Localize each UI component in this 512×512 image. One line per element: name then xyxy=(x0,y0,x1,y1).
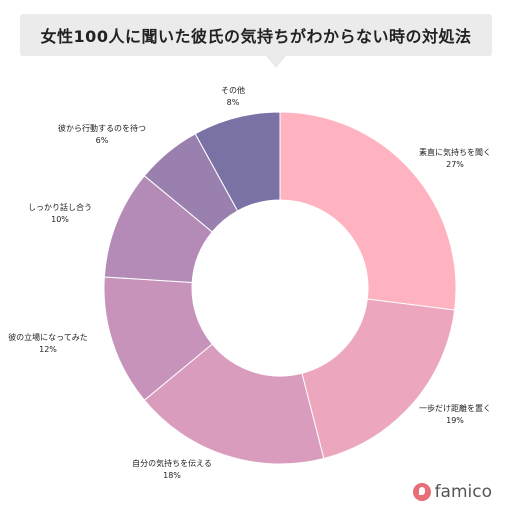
slice-label: 素直に気持ちを聞く xyxy=(419,147,491,157)
title-banner: 女性100人に聞いた彼氏の気持ちがわからない時の対処法 xyxy=(20,14,492,68)
donut-slice xyxy=(279,111,457,311)
slice-percent: 19% xyxy=(446,416,464,425)
slice-label: 自分の気持ちを伝える xyxy=(132,458,212,468)
slice-percent: 12% xyxy=(39,345,57,354)
famico-logo-icon xyxy=(412,483,431,501)
slice-percent: 6% xyxy=(96,136,109,145)
brand-name: famico xyxy=(434,482,492,502)
slice-percent: 27% xyxy=(446,160,464,169)
slice-label: しっかり話し合う xyxy=(28,202,92,212)
slice-label: 一歩だけ距離を置く xyxy=(419,403,491,413)
donut-slice xyxy=(143,343,325,465)
slice-percent: 8% xyxy=(227,98,240,107)
chart-title: 女性100人に聞いた彼氏の気持ちがわからない時の対処法 xyxy=(40,27,472,46)
slice-label: 彼から行動するのを待つ xyxy=(58,123,146,133)
brand-logo: famico xyxy=(412,482,492,502)
donut-slice xyxy=(301,298,456,460)
slice-label: 彼の立場になってみた xyxy=(8,332,88,342)
slice-percent: 10% xyxy=(51,215,69,224)
slice-percent: 18% xyxy=(163,471,181,480)
donut-slice xyxy=(194,111,281,212)
slice-label: その他 xyxy=(221,85,245,95)
